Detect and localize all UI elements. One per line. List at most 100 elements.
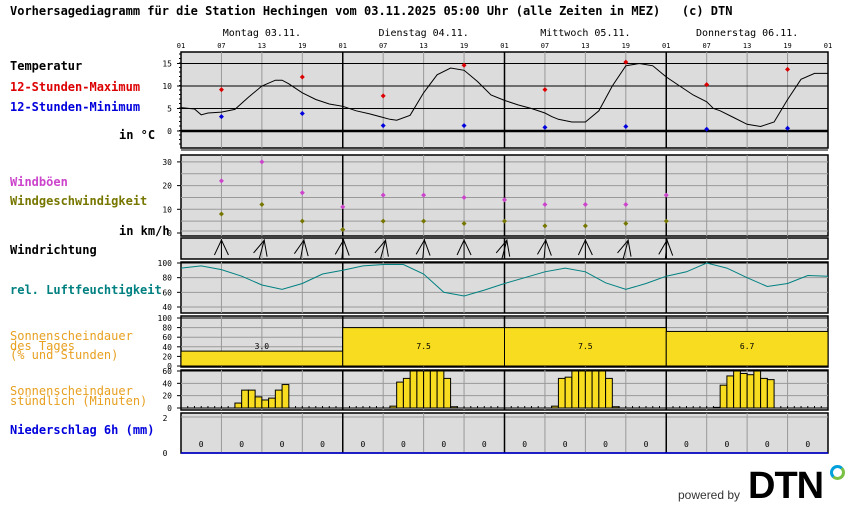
svg-text:01: 01 — [177, 42, 185, 50]
svg-text:0: 0 — [724, 440, 729, 449]
svg-text:19: 19 — [460, 42, 468, 50]
svg-text:0: 0 — [199, 440, 204, 449]
svg-text:0: 0 — [167, 127, 172, 136]
hourly-sunshine-bar — [746, 374, 755, 409]
hourly-sunshine-bar — [605, 377, 613, 409]
svg-text:13: 13 — [581, 42, 589, 50]
daily-sunshine-bar — [180, 350, 344, 367]
wind-arrow-icon — [334, 238, 350, 260]
hourly-sunshine-bar — [268, 397, 276, 409]
svg-text:0: 0 — [361, 440, 366, 449]
day-label: Dienstag 04.11. — [378, 28, 468, 39]
hourly-sunshine-bar — [712, 406, 721, 409]
label-min12: 12-Stunden-Minimum — [10, 100, 141, 114]
svg-text:20: 20 — [162, 352, 172, 361]
svg-text:19: 19 — [783, 42, 791, 50]
dtn-logo: DTN — [748, 465, 824, 507]
daily-sunshine-bar — [342, 327, 505, 367]
svg-text:0: 0 — [167, 404, 172, 413]
svg-text:20: 20 — [162, 392, 172, 401]
hourly-sunshine-bar — [409, 370, 418, 409]
svg-text:0: 0 — [684, 440, 689, 449]
svg-text:0: 0 — [765, 440, 770, 449]
svg-text:60: 60 — [162, 367, 172, 376]
svg-text:19: 19 — [622, 42, 630, 50]
svg-text:01: 01 — [339, 42, 347, 50]
svg-text:07: 07 — [379, 42, 387, 50]
svg-text:40: 40 — [162, 379, 172, 388]
svg-text:0: 0 — [482, 440, 487, 449]
wind-arrow-icon — [293, 238, 309, 259]
svg-text:0: 0 — [644, 440, 649, 449]
hourly-sunshine-bar — [598, 370, 607, 409]
svg-text:6.7: 6.7 — [740, 342, 755, 351]
svg-text:2: 2 — [163, 414, 168, 423]
wind-arrow-icon — [617, 239, 632, 259]
label-gusts: Windböen — [10, 175, 68, 189]
day-label: Montag 03.11. — [223, 28, 301, 39]
humidity-line — [180, 262, 829, 297]
svg-text:0: 0 — [805, 440, 810, 449]
svg-text:13: 13 — [419, 42, 427, 50]
svg-text:30: 30 — [162, 158, 172, 167]
svg-text:7.5: 7.5 — [578, 342, 593, 351]
label-sun-daily-3: (% und Stunden) — [10, 348, 119, 362]
svg-text:0: 0 — [167, 229, 172, 238]
hourly-sunshine-bar — [571, 370, 580, 409]
hourly-sunshine-bar — [429, 370, 438, 409]
hourly-sunshine-bar — [739, 372, 748, 409]
svg-text:0: 0 — [167, 362, 172, 371]
hourly-sunshine-bar — [241, 389, 249, 409]
temperature-line — [180, 62, 828, 128]
svg-text:20: 20 — [162, 182, 172, 191]
svg-text:13: 13 — [258, 42, 266, 50]
svg-text:0: 0 — [239, 440, 244, 449]
hourly-sunshine-bar — [584, 370, 593, 409]
svg-text:01: 01 — [500, 42, 508, 50]
svg-text:100: 100 — [158, 314, 173, 323]
svg-text:0: 0 — [522, 440, 527, 449]
label-temperature: Temperatur — [10, 59, 83, 73]
hourly-sunshine-bar — [551, 405, 559, 409]
hourly-sunshine-bar — [719, 384, 728, 409]
hourly-sunshine-bar — [416, 370, 425, 409]
hourly-sunshine-bar — [760, 377, 768, 409]
svg-text:10: 10 — [162, 205, 172, 214]
hourly-sunshine-bar — [591, 370, 600, 409]
hourly-sunshine-bar — [402, 377, 411, 409]
hourly-sunshine-bar — [247, 389, 256, 409]
svg-text:0: 0 — [441, 440, 446, 449]
label-sun-daily-2: des Tages — [10, 339, 76, 353]
svg-text:01: 01 — [662, 42, 670, 50]
svg-text:0: 0 — [563, 440, 568, 449]
svg-text:0: 0 — [603, 440, 608, 449]
label-sun-daily-1: Sonnenscheindauer — [10, 329, 133, 343]
day-label: Donnerstag 06.11. — [696, 28, 798, 39]
label-sun-hourly-2: stündlich (Minuten) — [10, 394, 148, 408]
day-label: Mittwoch 05.11. — [540, 28, 630, 39]
svg-text:40: 40 — [162, 303, 172, 312]
svg-text:0: 0 — [320, 440, 325, 449]
svg-text:40: 40 — [162, 343, 172, 352]
svg-text:19: 19 — [298, 42, 306, 50]
wind-arrow-icon — [456, 238, 472, 259]
svg-text:80: 80 — [162, 274, 172, 283]
svg-text:13: 13 — [743, 42, 751, 50]
hourly-sunshine-bar — [423, 370, 431, 409]
label-sun-hourly-1: Sonnenscheindauer — [10, 384, 133, 398]
svg-text:01: 01 — [824, 42, 832, 50]
svg-text:07: 07 — [217, 42, 225, 50]
label-humidity: rel. Luftfeuchtigkeit — [10, 283, 162, 297]
svg-text:7.5: 7.5 — [416, 342, 431, 351]
hourly-sunshine-bar — [254, 396, 263, 409]
label-wind-speed: Windgeschwindigkeit — [10, 194, 148, 208]
hourly-sunshine-bar — [450, 406, 458, 409]
hourly-sunshine-bar — [274, 389, 283, 409]
label-precip: Niederschlag 6h (mm) — [10, 423, 155, 437]
label-wind-direction: Windrichtung — [10, 243, 97, 257]
hourly-sunshine-bar — [766, 379, 775, 409]
svg-text:0: 0 — [401, 440, 406, 449]
page-title: Vorhersagediagramm für die Station Hechi… — [10, 4, 733, 18]
svg-text:5: 5 — [167, 105, 172, 114]
